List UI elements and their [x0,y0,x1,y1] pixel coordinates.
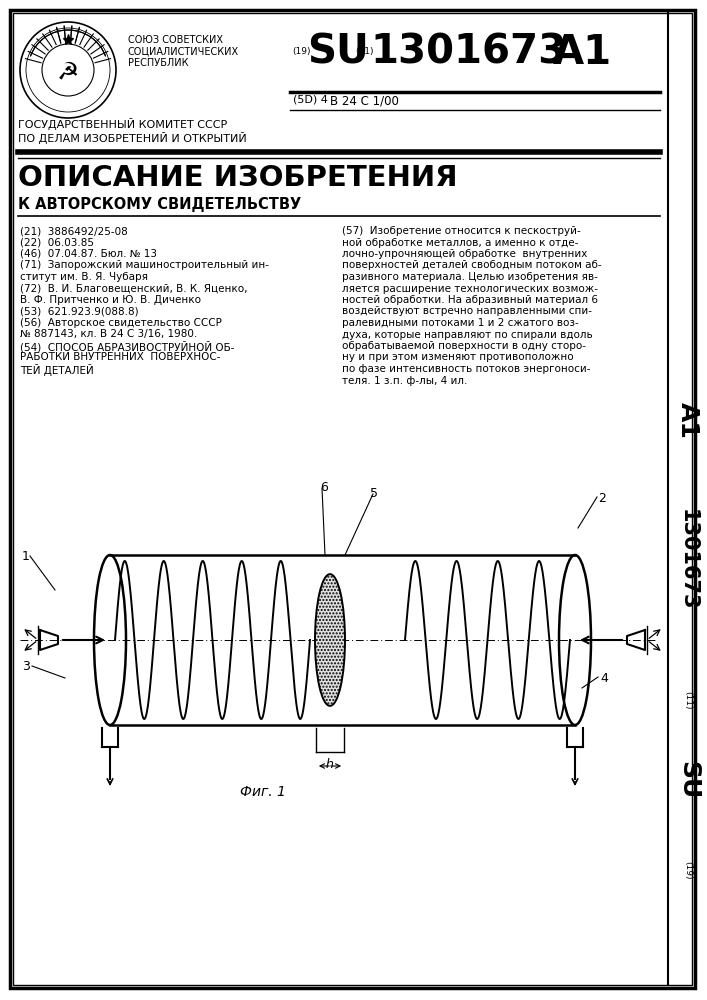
Text: воздействуют встречно направленными спи-: воздействуют встречно направленными спи- [342,306,592,316]
Text: 1: 1 [22,550,30,563]
Text: РАБОТКИ ВНУТРЕННИХ  ПОВЕРХНОС-: РАБОТКИ ВНУТРЕННИХ ПОВЕРХНОС- [20,353,221,362]
Text: № 887143, кл. В 24 С 3/16, 1980.: № 887143, кл. В 24 С 3/16, 1980. [20,330,197,340]
Text: 1301673: 1301673 [370,33,566,73]
Text: (5D) 4: (5D) 4 [293,95,328,105]
Text: ляется расширение технологических возмож-: ляется расширение технологических возмож… [342,284,598,294]
Text: Фиг. 1: Фиг. 1 [240,785,286,799]
Text: (11): (11) [684,691,692,709]
Text: духа, которые направляют по спирали вдоль: духа, которые направляют по спирали вдол… [342,330,592,340]
Text: СОЮЗ СОВЕТСКИХ
СОЦИАЛИСТИЧЕСКИХ
РЕСПУБЛИК: СОЮЗ СОВЕТСКИХ СОЦИАЛИСТИЧЕСКИХ РЕСПУБЛИ… [128,35,239,68]
Text: 1301673: 1301673 [678,509,698,611]
Text: (53)  621.923.9(088.8): (53) 621.923.9(088.8) [20,306,139,316]
Text: В. Ф. Притченко и Ю. В. Диченко: В. Ф. Притченко и Ю. В. Диченко [20,295,201,305]
Text: ТЕЙ ДЕТАЛЕЙ: ТЕЙ ДЕТАЛЕЙ [20,364,94,376]
Text: h: h [326,758,334,771]
Text: теля. 1 з.п. ф-лы, 4 ил.: теля. 1 з.п. ф-лы, 4 ил. [342,375,467,385]
Text: (46)  07.04.87. Бюл. № 13: (46) 07.04.87. Бюл. № 13 [20,249,157,259]
Text: ну и при этом изменяют противоположно: ну и при этом изменяют противоположно [342,353,573,362]
Text: SU: SU [307,33,369,73]
Text: ной обработке металлов, а именно к отде-: ной обработке металлов, а именно к отде- [342,237,578,247]
Text: SU: SU [676,761,700,799]
Text: 5: 5 [370,487,378,500]
Text: (22)  06.03.85: (22) 06.03.85 [20,237,94,247]
Text: (56)  Авторское свидетельство СССР: (56) Авторское свидетельство СССР [20,318,222,328]
Text: (54)  СПОСОБ АБРАЗИВОСТРУЙНОЙ ОБ-: (54) СПОСОБ АБРАЗИВОСТРУЙНОЙ ОБ- [20,341,235,353]
Text: 6: 6 [320,481,328,494]
Text: ностей обработки. На абразивный материал 6: ностей обработки. На абразивный материал… [342,295,598,305]
Text: (19): (19) [292,47,310,56]
Text: ститут им. В. Я. Чубаря: ститут им. В. Я. Чубаря [20,272,148,282]
Text: лочно-упрочняющей обработке  внутренних: лочно-упрочняющей обработке внутренних [342,249,588,259]
Text: (21)  3886492/25-08: (21) 3886492/25-08 [20,226,128,236]
Text: A1: A1 [676,402,700,438]
Text: (11): (11) [355,47,373,56]
Text: A1: A1 [553,33,612,73]
Text: ОПИСАНИЕ ИЗОБРЕТЕНИЯ: ОПИСАНИЕ ИЗОБРЕТЕНИЯ [18,164,457,192]
Text: (72)  В. И. Благовещенский, В. К. Яценко,: (72) В. И. Благовещенский, В. К. Яценко, [20,284,247,294]
Text: 3: 3 [22,660,30,673]
Text: 4: 4 [600,672,608,685]
Ellipse shape [315,574,345,706]
Text: разивного материала. Целью изобретения яв-: разивного материала. Целью изобретения я… [342,272,598,282]
Text: поверхностей деталей свободным потоком аб-: поверхностей деталей свободным потоком а… [342,260,602,270]
Text: (71)  Запорожский машиностроительный ин-: (71) Запорожский машиностроительный ин- [20,260,269,270]
Text: обрабатываемой поверхности в одну сторо-: обрабатываемой поверхности в одну сторо- [342,341,586,351]
Text: (19): (19) [684,861,692,879]
Text: по фазе интенсивность потоков энергоноси-: по фазе интенсивность потоков энергоноси… [342,364,590,374]
Text: К АВТОРСКОМУ СВИДЕТЕЛЬСТВУ: К АВТОРСКОМУ СВИДЕТЕЛЬСТВУ [18,197,301,212]
Text: B 24 C 1/00: B 24 C 1/00 [330,95,399,108]
Text: 2: 2 [598,492,606,505]
Text: ☭: ☭ [57,60,79,84]
Text: ГОСУДАРСТВЕННЫЙ КОМИТЕТ СССР
ПО ДЕЛАМ ИЗОБРЕТЕНИЙ И ОТКРЫТИЙ: ГОСУДАРСТВЕННЫЙ КОМИТЕТ СССР ПО ДЕЛАМ ИЗ… [18,118,247,144]
Text: ралевидными потоками 1 и 2 сжатого воз-: ралевидными потоками 1 и 2 сжатого воз- [342,318,579,328]
Text: (57)  Изобретение относится к пескоструй-: (57) Изобретение относится к пескоструй- [342,226,580,236]
